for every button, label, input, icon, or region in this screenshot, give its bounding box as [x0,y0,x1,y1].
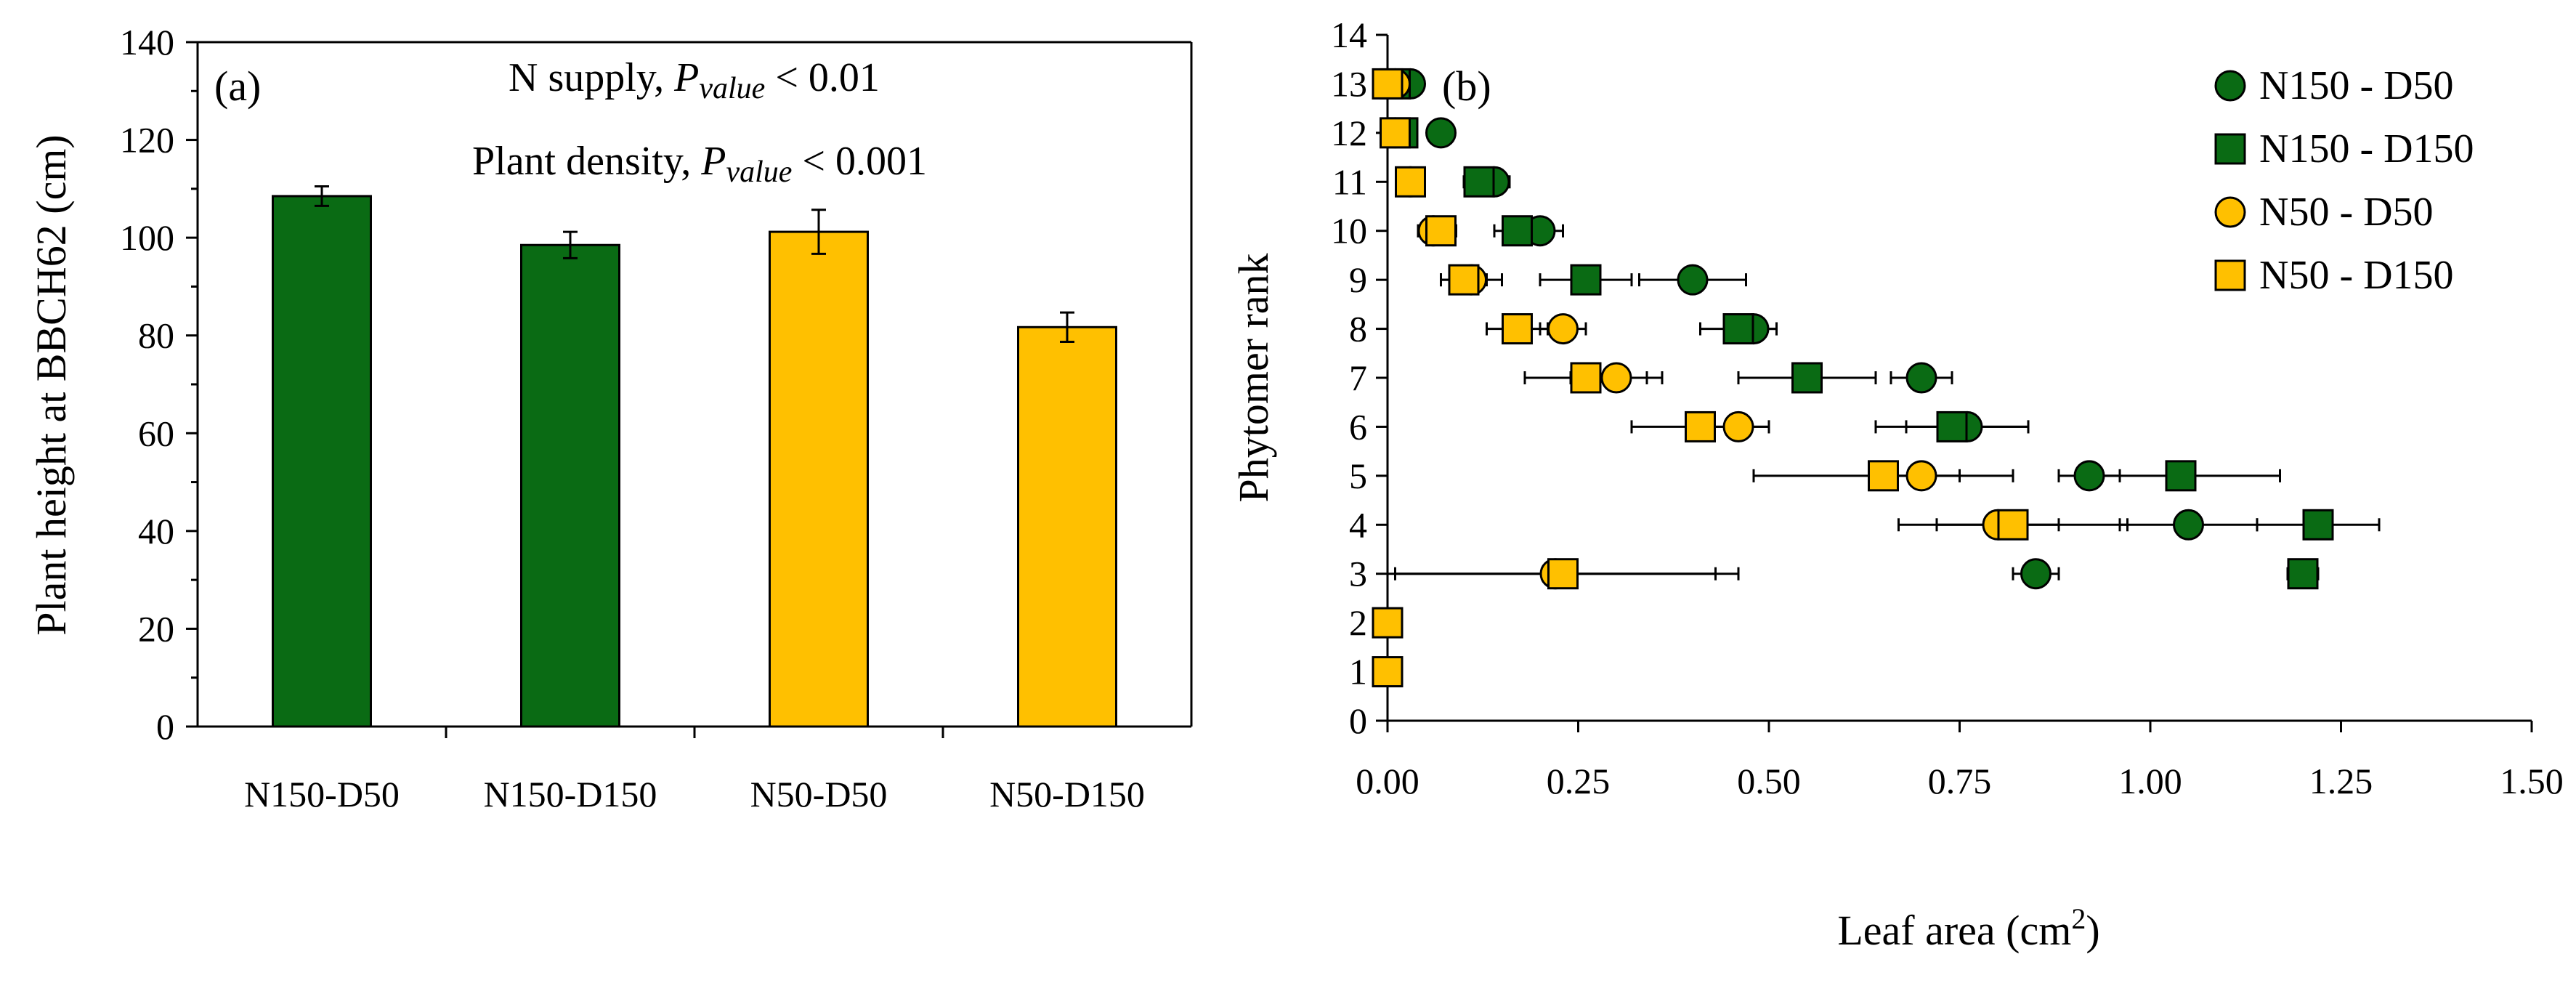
panel-b-y-tick-label: 13 [1331,63,1367,104]
panel-b-point-series-1-rank-5 [2073,460,2105,492]
panel-a-y-tick-label: 80 [138,315,174,356]
panel-a-bar-3 [769,230,869,728]
panel-a-category-label: N150-D50 [244,774,400,814]
legend-marker-1 [2214,70,2246,102]
panel-a-y-tick-label: 120 [120,120,174,161]
panel-b-point-series-2-rank-11 [1463,166,1495,198]
panel-b-point-series-2-rank-10 [1502,215,1533,247]
panel-a-category-label: N50-D150 [989,774,1145,814]
panel-b-y-tick-label: 8 [1349,309,1367,349]
panel-b-marks [1372,68,2381,688]
panel-b-point-series-4-rank-7 [1570,362,1602,394]
panel-b-y-tick-label: 7 [1349,357,1367,398]
legend-label-1: N150 - D50 [2259,63,2454,108]
panel-b-x-tick-label: 1.00 [2118,761,2182,801]
legend-marker-2 [2214,133,2246,165]
panel-b-point-series-4-rank-3 [1547,558,1579,590]
panel-b-point-series-4-rank-5 [1868,460,1899,492]
panel-a-bar-2 [520,243,620,728]
panel-a-y-tick-label: 0 [156,706,174,747]
panel-a-category-label: N150-D150 [484,774,657,814]
panel-b-x-tick-label: 0.75 [1928,761,1992,801]
panel-b-point-series-4-rank-10 [1425,215,1457,247]
panel-b-point-series-4-rank-2 [1372,607,1404,639]
panel-b-point-series-4-rank-1 [1372,656,1404,688]
panel-b-point-series-1-rank-7 [1905,362,1937,394]
panel-b-point-series-4-rank-8 [1502,313,1533,345]
panel-b-point-series-1-rank-4 [2173,509,2204,541]
panel-a-bar-1 [272,195,372,728]
panel-b-y-tick-label: 1 [1349,652,1367,692]
panel-b-y-tick-label: 5 [1349,456,1367,496]
panel-b-y-tick-label: 3 [1349,554,1367,594]
panel-b-point-series-3-rank-8 [1547,313,1579,345]
legend-label-3: N50 - D50 [2259,190,2434,235]
panel-b-point-series-2-rank-4 [2302,509,2334,541]
panel-a-y-tick-label: 60 [138,413,174,453]
panel-b-x-tick-label: 1.50 [2500,761,2564,801]
panel-b-y-tick-label: 6 [1349,406,1367,447]
panel-b-y-tick-label: 9 [1349,259,1367,300]
panel-b-point-series-3-rank-5 [1905,460,1937,492]
panel-a-category-label: N50-D50 [750,774,888,814]
panel-b-y-tick-label: 2 [1349,602,1367,643]
panel-b-point-series-2-rank-7 [1791,362,1823,394]
panel-b-point-series-3-rank-6 [1722,410,1754,442]
panel-b-y-tick-label: 14 [1331,15,1367,55]
panel-a-annotation-plant-density: Plant density, Pvalue < 0.001 [472,139,927,189]
panel-b-point-series-2-rank-9 [1570,264,1602,296]
panel-b-point-series-3-rank-7 [1600,362,1632,394]
panel-b-point-series-4-rank-12 [1380,117,1411,149]
panel-b-legend: N150 - D50 N150 - D150 N50 - D50 N50 - D150 [2214,63,2474,298]
panel-b-y-tick-label: 12 [1331,113,1367,153]
legend-marker-3 [2214,196,2246,228]
panel-b-y-tick-label: 0 [1349,700,1367,741]
panel-b-y-tick-label: 11 [1332,161,1367,202]
panel-b-x-tick-label: 1.25 [2309,761,2373,801]
panel-b-y-tick-label: 4 [1349,504,1367,545]
panel-a-annotation-n-supply: N supply, Pvalue < 0.01 [509,55,880,105]
panel-a-y-tick-label: 40 [138,511,174,551]
panel-b-point-series-4-rank-6 [1685,410,1716,442]
panel-a-y-tick-label: 20 [138,608,174,649]
panel-a-bar-4 [1017,325,1117,728]
panel-b-point-series-4-rank-13 [1372,68,1404,100]
panel-b-point-series-4-rank-9 [1448,264,1480,296]
panel-b-label: (b) [1442,62,1491,110]
legend-label-2: N150 - D150 [2259,126,2474,171]
panel-b-point-series-2-rank-5 [2165,460,2197,492]
panel-a-bar-chart: N150-D50 N150-D150 N50-D50 N50-D150 0 20 40 60… [28,22,1193,814]
panel-b-point-series-2-rank-8 [1722,313,1754,345]
panel-b-point-series-1-rank-9 [1677,264,1709,296]
panel-b-point-series-1-rank-3 [2020,558,2052,590]
panel-b-y-axis-title: Phytomer rank [1230,253,1277,502]
panel-b-x-tick-label: 0.50 [1737,761,1801,801]
legend-marker-4 [2214,259,2246,291]
panel-b-point-series-4-rank-4 [1997,509,2029,541]
panel-b-point-series-4-rank-11 [1395,166,1426,198]
panel-b-point-series-2-rank-6 [1936,410,1968,442]
panel-b-x-axis-title: Leaf area (cm2) [1837,902,2099,954]
panel-a-y-axis-title: Plant height at BBCH62 (cm) [28,134,75,636]
panel-a-marks: N150-D50 N150-D150 N50-D50 N50-D150 [244,185,1145,814]
panel-b-point-series-1-rank-12 [1425,117,1457,149]
legend-label-4: N50 - D150 [2259,253,2454,298]
panel-b-y-tick-label: 10 [1331,211,1367,251]
panel-b-x-tick-label: 0.25 [1547,761,1611,801]
panel-a-y-tick-label: 140 [120,22,174,62]
panel-a-ticks: 0 20 40 60 80 100 120 140 [120,22,944,747]
panel-a-y-tick-label: 100 [120,217,174,258]
panel-b-point-series-2-rank-3 [2287,558,2319,590]
panel-b-x-tick-label: 0.00 [1356,761,1419,801]
panel-a-label: (a) [214,62,261,110]
